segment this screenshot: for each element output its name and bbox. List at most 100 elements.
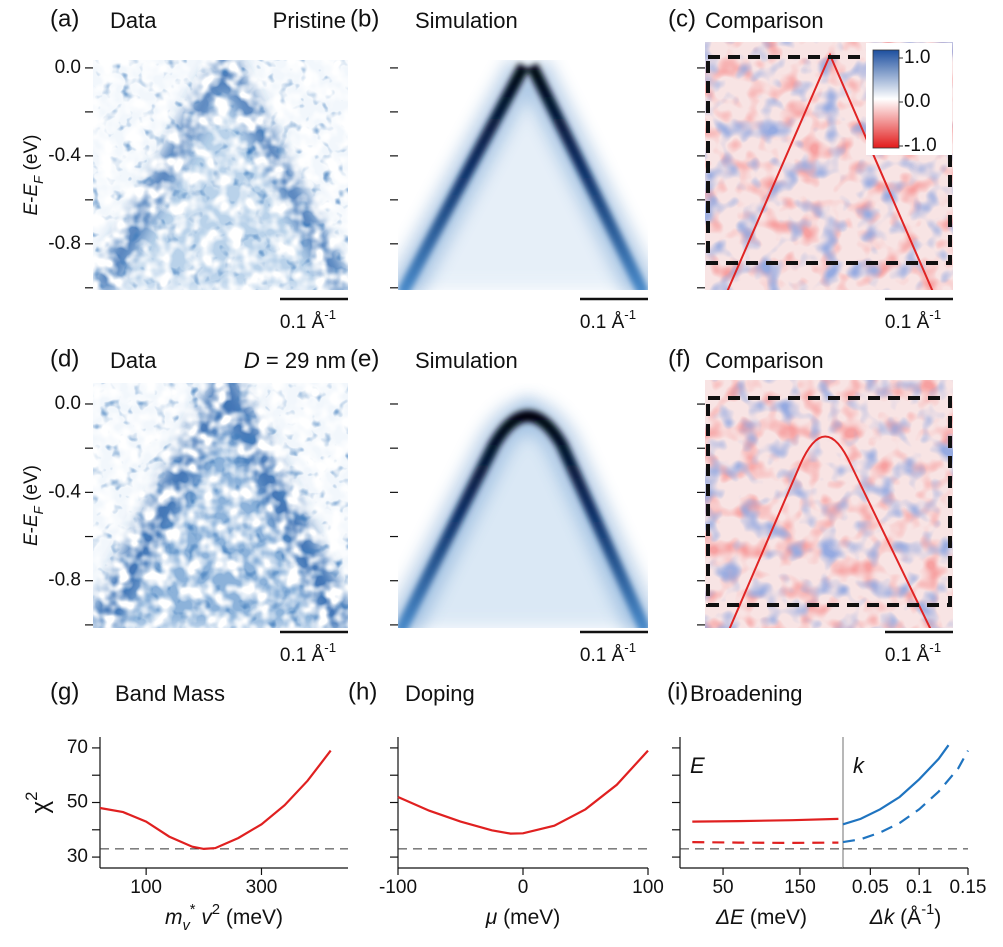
band-fill xyxy=(398,70,648,290)
x-axis-label: ΔE (meV) xyxy=(715,906,807,929)
series-line xyxy=(397,749,649,835)
annotation: Pristine xyxy=(273,8,346,33)
image-noise xyxy=(705,380,953,628)
text-run: E xyxy=(21,183,42,196)
text-run: v xyxy=(182,918,191,934)
text-run: D xyxy=(244,348,260,373)
heatmap xyxy=(398,60,648,290)
text-run: -1 xyxy=(921,902,934,918)
x-tick-label: 0 xyxy=(518,877,529,898)
x-tick-label: 100 xyxy=(632,877,664,898)
text-run: Δk xyxy=(869,906,896,929)
scale-bar-label: 0.1 Å-1 xyxy=(580,640,636,666)
text-run: E xyxy=(21,533,42,546)
x-tick-label: 150 xyxy=(784,877,816,898)
text-run: F xyxy=(31,175,46,184)
panel-title: Doping xyxy=(405,681,475,706)
text-run: 2 xyxy=(22,792,41,801)
x-tick-label: 50 xyxy=(712,877,733,898)
panel-label: (i) xyxy=(667,678,688,705)
y-axis-label: E-EF (eV) xyxy=(21,465,46,546)
text-run: E xyxy=(21,203,42,216)
x-axis-label: μ (meV) xyxy=(485,906,561,929)
text-run: -1 xyxy=(929,640,941,655)
text-run: ) xyxy=(934,906,941,929)
scale-bar-label: 0.1 Å-1 xyxy=(280,307,336,333)
scale-bar-label: 0.1 Å-1 xyxy=(280,640,336,666)
y-tick-label: 70 xyxy=(67,737,88,758)
text-run: μ xyxy=(485,906,498,929)
band-line xyxy=(398,63,648,290)
band-fill xyxy=(398,393,648,628)
y-axis-label: χ2 xyxy=(22,792,54,814)
y-tick-label: 0.0 xyxy=(55,393,81,414)
panel-title: Comparison xyxy=(705,8,824,33)
heatmap xyxy=(93,60,348,290)
text-run: 0.1 Å xyxy=(580,645,625,666)
text-run: * xyxy=(190,902,196,918)
x-tick-label: -100 xyxy=(379,877,417,898)
text-run: = 29 nm xyxy=(260,348,346,373)
series-line xyxy=(842,744,950,826)
x-axis-label: mv* v2 (meV) xyxy=(165,902,283,934)
text-run: 0.1 Å xyxy=(580,312,625,333)
y-tick-label: -0.8 xyxy=(48,233,81,254)
inset-label: k xyxy=(853,753,865,778)
series-line xyxy=(99,749,332,851)
y-tick-label: 50 xyxy=(67,792,88,813)
text-run: 0.1 Å xyxy=(280,312,325,333)
text-run: (meV) xyxy=(220,906,283,929)
inset-label: E xyxy=(690,753,705,778)
panel-label: (d) xyxy=(50,345,79,372)
heatmap xyxy=(398,383,648,628)
band-line xyxy=(398,410,648,628)
scale-bar-label: 0.1 Å-1 xyxy=(580,307,636,333)
text-run: -1 xyxy=(324,307,336,322)
panel-title: Broadening xyxy=(690,681,803,706)
panel-title: Comparison xyxy=(705,348,824,373)
panel-title: Data xyxy=(110,348,157,373)
text-run: -1 xyxy=(624,307,636,322)
x-tick-label: 0.05 xyxy=(852,877,889,898)
y-axis-label: E-EF (eV) xyxy=(21,134,46,215)
text-run: 0.1 Å xyxy=(885,312,930,333)
text-run: 2 xyxy=(212,902,220,918)
text-run: -1 xyxy=(624,640,636,655)
panel-label: (a) xyxy=(50,5,79,32)
text-run: ΔE xyxy=(715,906,745,929)
fit-window xyxy=(706,55,952,265)
colorbar-label: 0.0 xyxy=(904,91,930,112)
series-line xyxy=(692,817,839,823)
panel-title: Band Mass xyxy=(115,681,225,706)
series-line xyxy=(842,750,969,844)
model-band xyxy=(728,435,932,628)
x-tick-label: 100 xyxy=(130,877,162,898)
text-run: v xyxy=(196,906,214,929)
y-tick-label: -0.8 xyxy=(48,570,81,591)
y-tick-label: 0.0 xyxy=(55,57,81,78)
annotation: D = 29 nm xyxy=(244,348,346,373)
scale-bar-label: 0.1 Å-1 xyxy=(885,640,941,666)
text-run: χ xyxy=(27,800,54,813)
colorbar-label: -1.0 xyxy=(904,135,937,156)
panel-label: (b) xyxy=(350,5,379,32)
text-run: 0.1 Å xyxy=(885,645,930,666)
text-run: (eV) xyxy=(21,134,42,175)
panel-title: Data xyxy=(110,8,157,33)
y-tick-label: -0.4 xyxy=(48,145,81,166)
text-run: (meV) xyxy=(744,906,807,929)
text-run: (eV) xyxy=(21,465,42,506)
image-noise xyxy=(93,383,348,628)
text-run: -1 xyxy=(324,640,336,655)
text-run: F xyxy=(31,505,46,514)
panel-label: (c) xyxy=(668,5,696,32)
text-run: m xyxy=(165,906,183,929)
text-run: 0.1 Å xyxy=(280,645,325,666)
y-tick-label: -0.4 xyxy=(48,481,81,502)
x-tick-label: 300 xyxy=(246,877,278,898)
text-run: (Å xyxy=(894,906,921,929)
panel-label: (h) xyxy=(348,678,377,705)
text-run: -1 xyxy=(929,307,941,322)
